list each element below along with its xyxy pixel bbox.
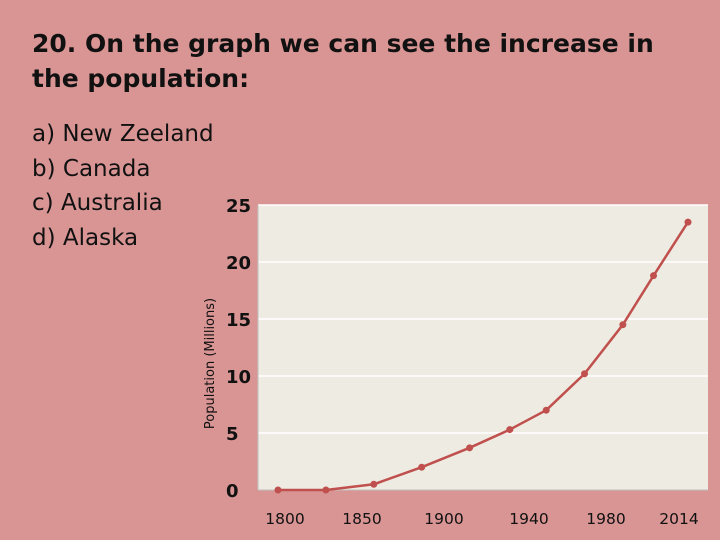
data-point <box>684 218 692 226</box>
data-point <box>650 272 658 280</box>
x-tick-label: 1980 <box>586 510 625 528</box>
y-axis-label: Population (Millions) <box>203 298 218 429</box>
x-tick-label: 1800 <box>265 510 304 528</box>
answer-letter: a) <box>32 121 56 147</box>
data-point <box>619 321 627 329</box>
answer-option-b[interactable]: b) Canada <box>32 152 214 187</box>
data-point <box>274 486 282 494</box>
answer-letter: b) <box>32 155 56 182</box>
y-axis-ticks: 0 5 10 15 20 25 <box>226 196 251 502</box>
answer-option-c[interactable]: c) Australia <box>32 186 214 221</box>
data-point <box>370 480 378 488</box>
x-tick-label: 1900 <box>424 510 463 528</box>
answer-letter: d) <box>32 224 56 251</box>
data-point <box>542 406 550 414</box>
data-point <box>506 426 514 434</box>
series-population <box>274 218 692 494</box>
answer-option-a[interactable]: a) New Zeeland <box>32 117 214 152</box>
answer-option-d[interactable]: d) Alaska <box>32 221 214 256</box>
plot-area <box>258 205 708 490</box>
y-tick-label: 5 <box>226 424 239 445</box>
data-point <box>418 463 426 471</box>
answer-text: New Zeeland <box>62 121 214 147</box>
answer-text: Canada <box>62 155 151 182</box>
data-point <box>466 444 474 452</box>
grid-lines <box>257 204 708 491</box>
x-tick-label: 1850 <box>342 510 381 528</box>
y-tick-label: 15 <box>226 310 251 331</box>
x-axis-ticks: 1800 1850 1900 1940 1980 2014 <box>265 510 698 528</box>
x-tick-label: 1940 <box>509 510 548 528</box>
answer-letter: c) <box>32 190 54 216</box>
answer-text: Alaska <box>62 224 139 251</box>
y-tick-label: 20 <box>226 253 251 274</box>
question-text: 20. On the graph we can see the increase… <box>32 29 654 93</box>
y-tick-label: 25 <box>226 196 251 217</box>
answer-text: Australia <box>60 190 163 216</box>
data-point <box>322 486 330 494</box>
x-tick-label: 2014 <box>659 510 698 528</box>
data-point <box>581 370 589 378</box>
y-tick-label: 10 <box>226 367 251 388</box>
y-tick-label: 0 <box>226 481 239 502</box>
answer-list: a) New Zeeland b) Canada c) Australia d)… <box>32 117 214 255</box>
